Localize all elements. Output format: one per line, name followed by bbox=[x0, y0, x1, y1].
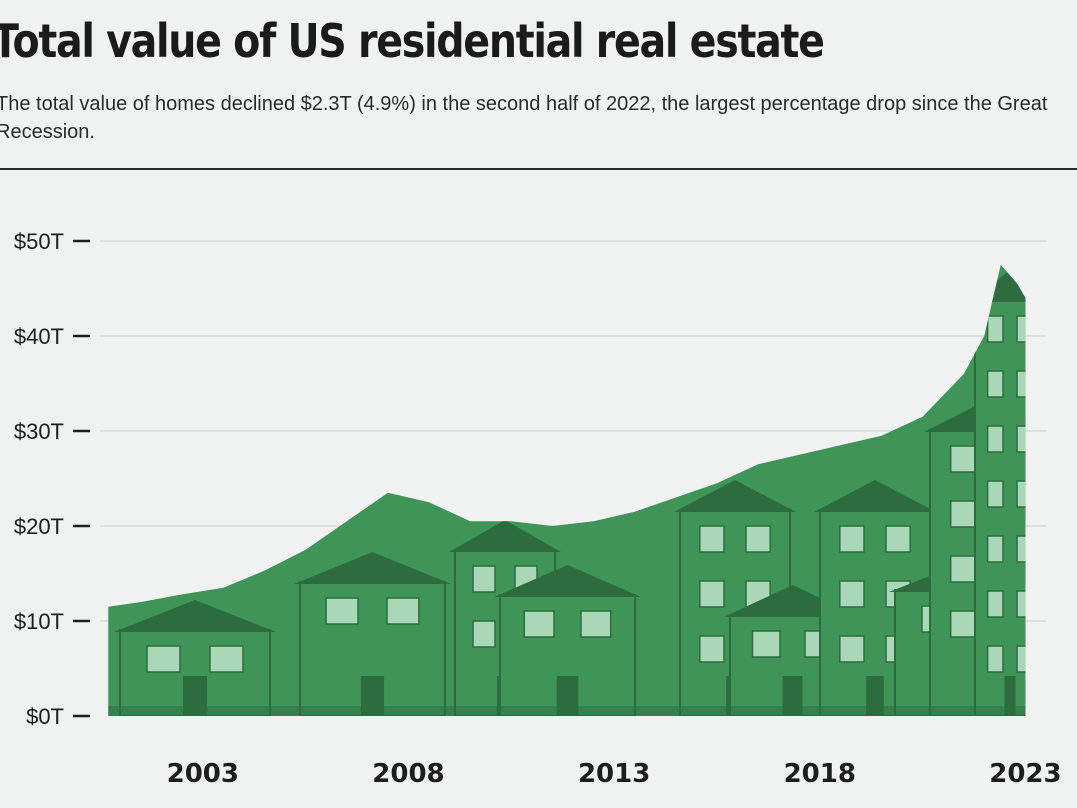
header-divider bbox=[0, 168, 1077, 170]
y-tick-label: $10T bbox=[14, 609, 64, 634]
x-tick-label: 2023 bbox=[989, 759, 1061, 789]
house-facade bbox=[494, 565, 641, 716]
chart-subtitle: The total value of homes declined $2.3T … bbox=[0, 93, 1048, 143]
house-facade bbox=[294, 552, 451, 716]
x-tick-label: 2018 bbox=[784, 759, 856, 789]
y-tick-label: $40T bbox=[14, 324, 64, 349]
chart-title: Total value of US residential real estat… bbox=[0, 14, 825, 68]
y-tick-label: $30T bbox=[14, 419, 64, 444]
house-facade bbox=[969, 270, 1026, 716]
house-facade bbox=[114, 600, 276, 716]
lawn bbox=[108, 706, 1026, 716]
y-tick-label: $50T bbox=[14, 229, 64, 254]
x-axis: 2003 2008 2013 2018 2023 bbox=[167, 759, 1062, 789]
y-tick-label: $0T bbox=[26, 704, 64, 729]
x-tick-label: 2003 bbox=[167, 759, 239, 789]
x-tick-label: 2013 bbox=[578, 759, 650, 789]
x-tick-label: 2008 bbox=[372, 759, 444, 789]
y-tick-label: $20T bbox=[14, 514, 64, 539]
y-axis: $0T $10T $20T $30T $40T $50T bbox=[14, 229, 90, 729]
